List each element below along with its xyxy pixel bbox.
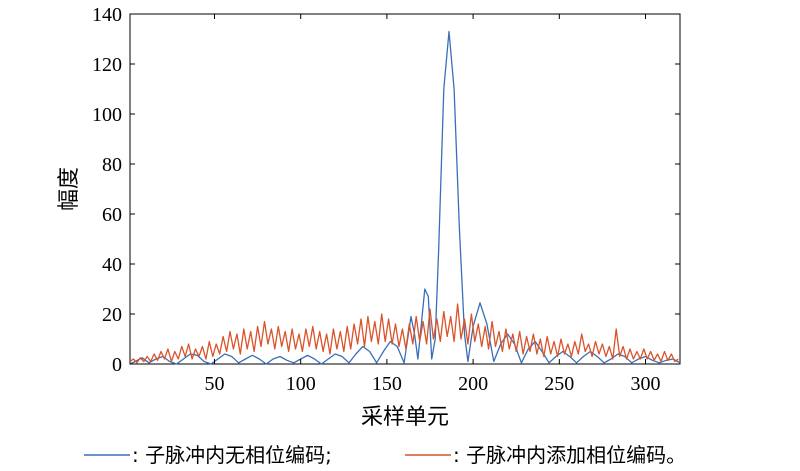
y-tick-label: 60 (102, 204, 122, 226)
y-tick-label: 40 (102, 254, 122, 276)
series-line-0 (129, 30, 681, 365)
y-tick-label: 140 (92, 4, 122, 26)
y-tick-label: 100 (92, 104, 122, 126)
x-tick-label: 300 (631, 373, 661, 395)
x-tick-label: 200 (458, 373, 488, 395)
x-tick-label: 100 (286, 373, 316, 395)
y-tick-label: 80 (102, 154, 122, 176)
x-ticks: 50 100 150 200 250 300 (204, 14, 661, 395)
y-axis-title: 幅度 (57, 167, 82, 211)
plot-frame (129, 13, 681, 365)
series-layer (129, 30, 681, 365)
y-tick-label: 0 (112, 354, 122, 376)
y-tick-label: 120 (92, 54, 122, 76)
legend: : 子脉冲内无相位编码; : 子脉冲内添加相位编码。 (84, 443, 686, 467)
x-tick-label: 250 (544, 373, 574, 395)
x-tick-label: 150 (372, 373, 402, 395)
x-tick-label: 50 (204, 373, 224, 395)
y-ticks: 0 20 40 60 80 100 120 140 (92, 4, 680, 376)
legend-label-0: : 子脉冲内无相位编码; (132, 443, 332, 467)
x-axis-title: 采样单元 (361, 405, 449, 430)
y-tick-label: 20 (102, 304, 122, 326)
legend-label-1: : 子脉冲内添加相位编码。 (453, 443, 686, 467)
series-line-1 (129, 303, 679, 364)
